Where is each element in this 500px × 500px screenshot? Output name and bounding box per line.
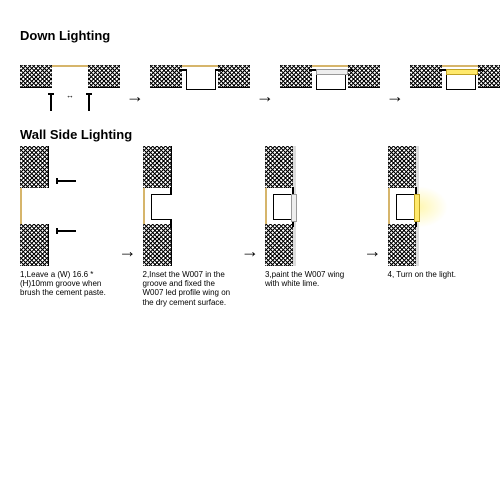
led-profile-icon [186, 71, 216, 90]
down-step-1: ↔ [20, 47, 120, 117]
diffuser-icon [291, 194, 297, 222]
step-arrow: → [256, 86, 274, 107]
wall-step-1 [20, 146, 92, 266]
light-on-icon [414, 194, 420, 222]
down-lighting-title: Down Lighting [20, 28, 480, 43]
led-profile-icon [396, 194, 415, 220]
screw-icon [50, 93, 52, 111]
light-on-icon [446, 69, 478, 75]
step-arrow: → [364, 241, 382, 262]
led-profile-icon [151, 194, 170, 220]
down-lighting-row: ↔ → → → [20, 47, 480, 117]
step-caption-3: 3,paint the W007 wing with white lime. [265, 270, 358, 288]
wall-step-4 [388, 146, 460, 266]
down-step-2 [150, 47, 250, 117]
led-profile-icon [273, 194, 292, 220]
diffuser-icon [316, 69, 348, 75]
step-caption-2: 2,Inset the W007 in the groove and fixed… [143, 270, 236, 307]
screw-icon [56, 230, 76, 232]
light-glow-icon [418, 186, 448, 228]
step-arrow: → [241, 241, 259, 262]
step-caption-1: 1,Leave a (W) 16.6 * (H)10mm groove when… [20, 270, 113, 298]
screw-icon [56, 180, 76, 182]
screw-icon [88, 93, 90, 111]
dimension-arrows: ↔ [56, 91, 84, 100]
wall-step-3 [265, 146, 337, 266]
step-arrow: → [126, 86, 144, 107]
down-step-4 [410, 47, 500, 117]
wall-side-row: 1,Leave a (W) 16.6 * (H)10mm groove when… [20, 146, 480, 307]
wall-side-title: Wall Side Lighting [20, 127, 480, 142]
step-arrow: → [119, 241, 137, 262]
step-arrow: → [386, 86, 404, 107]
down-step-3 [280, 47, 380, 117]
step-caption-4: 4, Turn on the light. [388, 270, 457, 279]
wall-step-2 [143, 146, 215, 266]
